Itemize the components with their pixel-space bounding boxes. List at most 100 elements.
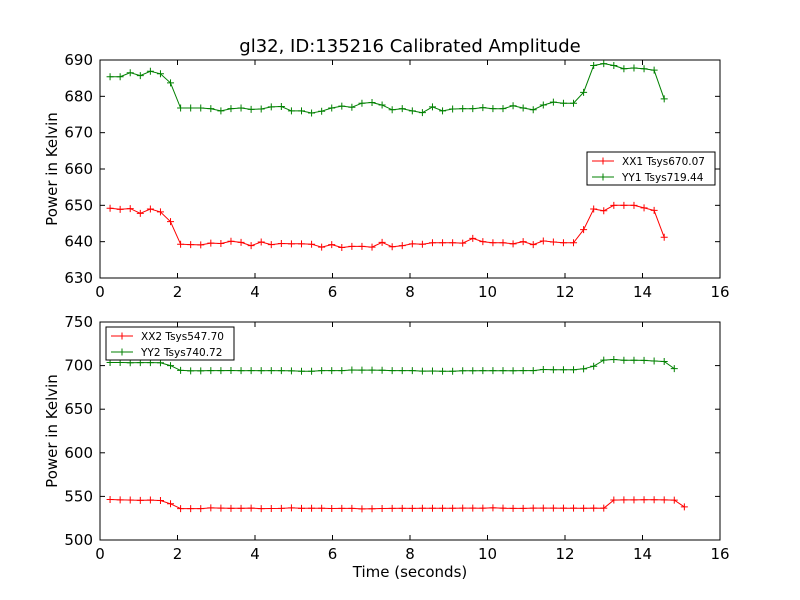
legend: XX2 Tsys547.70 YY2 Tsys740.72 xyxy=(105,326,235,361)
data-point xyxy=(156,70,164,78)
data-point xyxy=(156,496,164,504)
legend-label: YY1 Tsys719.44 xyxy=(621,172,704,184)
data-point xyxy=(509,102,517,110)
data-point xyxy=(308,240,316,248)
series-line-1 xyxy=(110,204,665,249)
data-point xyxy=(570,99,578,107)
data-point xyxy=(408,367,416,375)
data-point xyxy=(600,60,608,68)
data-point xyxy=(308,109,316,117)
data-point xyxy=(126,496,134,504)
y-tick-label: 690 xyxy=(64,51,93,69)
data-point xyxy=(418,367,426,375)
legend-box xyxy=(586,151,716,186)
data-point xyxy=(177,366,185,374)
y-tick-label: 640 xyxy=(64,233,93,251)
data-point xyxy=(116,205,124,213)
data-point xyxy=(217,367,225,375)
data-point xyxy=(670,365,678,373)
data-point xyxy=(650,66,658,74)
data-point xyxy=(116,496,124,504)
data-point xyxy=(570,504,578,512)
x-tick-label: 0 xyxy=(95,545,105,563)
data-point xyxy=(287,504,295,512)
y-tick-label: 650 xyxy=(64,400,93,418)
data-point xyxy=(439,504,447,512)
data-point xyxy=(650,206,658,214)
x-tick-label: 16 xyxy=(710,283,729,301)
data-point xyxy=(630,496,638,504)
data-point xyxy=(449,504,457,512)
data-point xyxy=(449,239,457,247)
data-point xyxy=(479,104,487,112)
x-tick-label: 2 xyxy=(173,283,183,301)
data-point xyxy=(640,496,648,504)
data-point xyxy=(378,101,386,109)
data-point xyxy=(378,505,386,513)
data-point xyxy=(358,99,366,107)
data-point xyxy=(338,243,346,251)
data-point xyxy=(439,107,447,115)
data-point xyxy=(610,61,618,69)
data-point xyxy=(358,242,366,250)
data-point xyxy=(257,105,265,113)
data-point xyxy=(408,240,416,248)
data-point xyxy=(368,366,376,374)
y-tick-label: 500 xyxy=(64,531,93,549)
data-point xyxy=(197,367,205,375)
data-point xyxy=(489,367,497,375)
data-point xyxy=(267,103,275,111)
data-point xyxy=(630,201,638,209)
data-point xyxy=(277,103,285,111)
x-tick-label: 8 xyxy=(405,283,415,301)
panel-1: 0 2 4 6 8 10 12 14 16 630 640 650 660 670 680 690 gl32, … xyxy=(43,36,730,301)
data-point xyxy=(660,233,668,241)
data-point xyxy=(418,109,426,117)
data-point xyxy=(378,366,386,374)
data-point xyxy=(177,240,185,248)
data-point xyxy=(106,495,114,503)
data-point xyxy=(539,504,547,512)
data-point xyxy=(660,496,668,504)
data-point xyxy=(126,205,134,213)
y-tick-label: 700 xyxy=(64,357,93,375)
data-point xyxy=(257,367,265,375)
data-point xyxy=(590,504,598,512)
data-point xyxy=(580,365,588,373)
data-point xyxy=(116,73,124,81)
data-point xyxy=(529,504,537,512)
data-point xyxy=(489,105,497,113)
data-point xyxy=(539,366,547,374)
data-point xyxy=(298,504,305,512)
data-point xyxy=(217,504,225,512)
data-point xyxy=(398,367,406,375)
data-point xyxy=(459,367,467,375)
data-point xyxy=(207,504,215,512)
data-point xyxy=(469,105,477,113)
data-point xyxy=(428,367,436,375)
y-tick-label: 750 xyxy=(64,313,93,331)
data-point xyxy=(247,242,255,250)
data-point xyxy=(368,99,376,107)
data-point xyxy=(338,504,346,512)
data-point xyxy=(660,95,668,103)
data-point xyxy=(227,504,235,512)
chart-title: gl32, ID:135216 Calibrated Amplitude xyxy=(239,36,580,57)
data-point xyxy=(670,496,678,504)
data-point xyxy=(338,102,346,110)
x-tick-label: 2 xyxy=(173,545,183,563)
series-line-1 xyxy=(110,499,685,510)
data-point xyxy=(549,504,557,512)
data-point xyxy=(570,239,578,247)
data-point xyxy=(267,367,275,375)
data-point xyxy=(358,505,366,513)
data-point xyxy=(328,505,336,513)
data-point xyxy=(469,367,477,375)
x-tick-label: 10 xyxy=(478,545,497,563)
data-point xyxy=(620,496,628,504)
data-point xyxy=(247,105,255,113)
y-axis-label: Power in Kelvin xyxy=(43,112,61,226)
data-point xyxy=(680,503,688,511)
data-point xyxy=(217,239,225,247)
data-point xyxy=(539,101,547,109)
